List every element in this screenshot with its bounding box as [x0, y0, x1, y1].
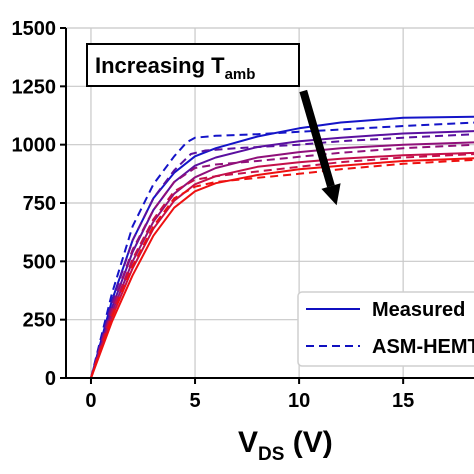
series-line-7	[90, 153, 474, 378]
series-line-8	[90, 157, 474, 378]
y-tick-label: 1500	[12, 18, 57, 40]
legend: Measured ASM-HEMT	[297, 291, 474, 367]
x-tick-label: 0	[85, 390, 96, 412]
annotation-text: Increasing Tamb	[95, 53, 255, 83]
arrow-shaft	[299, 89, 335, 188]
series-line-3	[90, 133, 474, 378]
y-tick-label: 0	[45, 368, 56, 390]
legend-label-measured: Measured	[372, 299, 465, 321]
series-line-1	[90, 121, 474, 378]
x-axis-title: VDS (V)	[238, 426, 333, 465]
arrow-head	[321, 183, 341, 206]
annotation-arrow	[299, 89, 341, 206]
x-tick-label: 5	[189, 390, 200, 412]
series-line-9	[90, 158, 474, 378]
series-line-5	[90, 143, 474, 378]
series-line-4	[90, 141, 474, 378]
y-tick-label: 750	[23, 193, 56, 215]
series-layer	[90, 115, 474, 378]
y-tick-label: 250	[23, 310, 56, 332]
annotation-box	[86, 43, 300, 87]
y-tick-label: 500	[23, 251, 56, 273]
x-tick-label: 15	[392, 390, 414, 412]
axes: 0 250 500 750 1000 1250 1500 0 5 10 15	[12, 18, 474, 412]
legend-box	[297, 291, 474, 367]
y-tick-label: 1250	[12, 76, 57, 98]
legend-label-asm-hemt: ASM-HEMT	[372, 336, 474, 358]
x-tick-label: 10	[288, 390, 310, 412]
annotation: Increasing Tamb	[86, 43, 300, 87]
y-tick-label: 1000	[12, 135, 57, 157]
